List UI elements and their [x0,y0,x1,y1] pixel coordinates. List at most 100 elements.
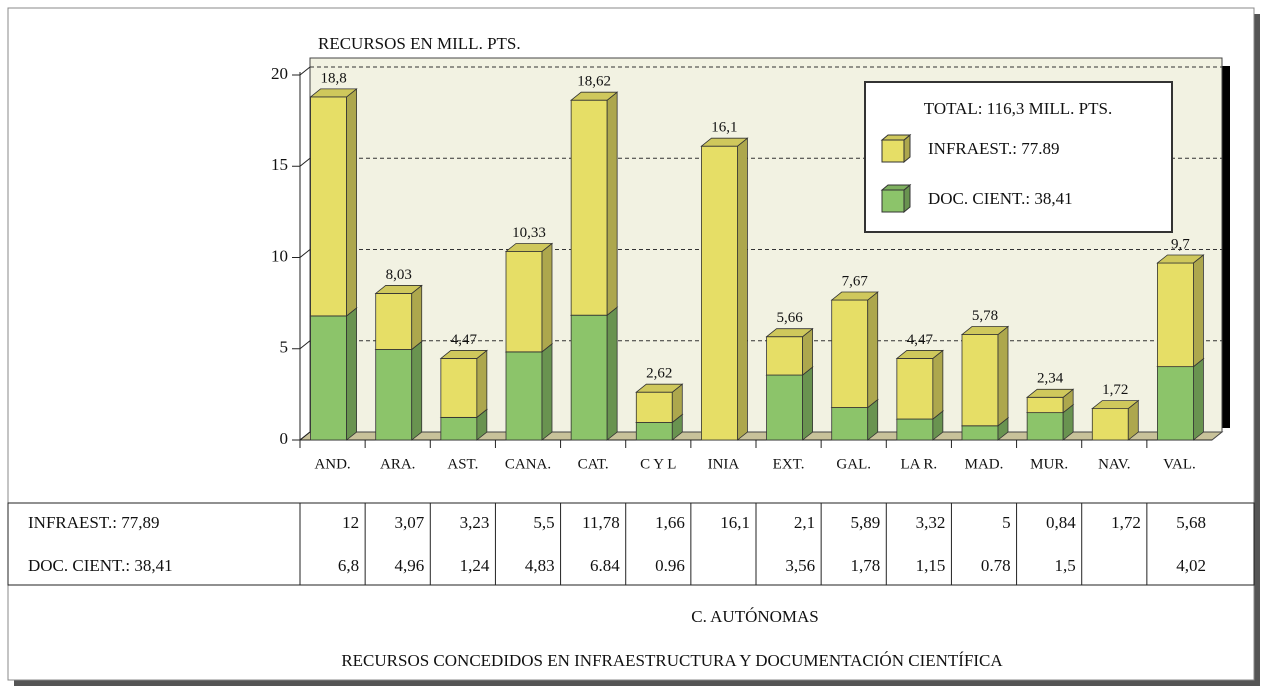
bar-segment [765,366,814,441]
table-cell: 1,66 [655,513,685,532]
y-tick-depth [299,431,311,441]
plot-floor [298,431,1224,441]
bar-segment [1156,357,1205,441]
x-axis-label: C. AUTÓNOMAS [691,607,819,626]
x-tick-label: EXT. [773,456,805,472]
bar-top [960,326,1010,335]
bar-front [1157,366,1194,441]
table-cell: 5,68 [1176,513,1206,532]
table-cell: 1,24 [460,556,490,575]
bar-segment [830,291,879,409]
y-tick-label: 5 [280,338,289,357]
x-tick-label: LA R. [901,456,938,472]
legend-swatch [880,133,912,164]
y-tick-label: 15 [271,155,288,174]
bar-segment [439,349,488,419]
total-label: 18,62 [577,74,611,90]
y-tick-depth [299,340,311,350]
table-cell: 2,1 [794,513,815,532]
bar-side [606,91,618,317]
bar-front [961,425,999,441]
bar-top [635,383,684,393]
x-tick-label: C Y L [640,456,676,472]
bar-front [375,293,413,350]
bar-front [1091,408,1129,441]
y-tick-depth [299,66,311,76]
bar-side [541,343,553,441]
bar-top [1026,388,1075,398]
bar-segment [700,137,749,441]
total-label: 10,33 [512,225,546,241]
x-tick-label: CAT. [578,456,609,472]
bar-side [346,307,357,441]
bar-front [1157,262,1194,368]
bar-side [346,88,357,317]
bar-top [504,243,554,252]
table-cell: 5 [1002,513,1011,532]
bar-front [831,407,869,441]
total-label: 2,34 [1037,371,1064,387]
bar-segment [1026,388,1075,414]
bar-front [505,351,543,441]
x-tick-label: MAD. [965,456,1004,472]
bar-front [896,418,934,441]
bar-top [895,350,944,359]
bar-front [635,422,673,441]
table-border [7,502,1255,586]
bar-side [932,349,944,420]
table-cell: 5,89 [851,513,881,532]
table-cell: 4,96 [395,556,425,575]
legend-label: DOC. CIENT.: 38,41 [928,189,1073,208]
bar-segment [1156,254,1205,368]
table-cell: 1,78 [851,556,881,575]
bar-side [737,137,748,441]
table-cell: 11,78 [582,513,620,532]
bar-side [541,242,553,353]
bar-segment [570,306,619,441]
bar-top [700,137,749,147]
bar-top [830,291,879,301]
table-cell: 3,07 [395,513,425,532]
total-label: 5,66 [776,310,803,326]
bar-front [701,145,738,441]
bar-front [635,391,673,423]
y-tick-depth [299,249,311,258]
table-cell: 4,83 [525,556,555,575]
legend-swatch [880,183,912,214]
bar-segment [374,284,423,351]
table-cell: 0,84 [1046,513,1076,532]
x-tick-label: MUR. [1030,456,1068,472]
y-tick-label: 0 [280,429,289,448]
total-label: 4,47 [451,332,478,348]
bar-segment [960,325,1010,427]
bar-side [476,349,488,419]
x-tick-label: ARA. [380,456,415,472]
bar-front [310,96,347,317]
y-tick-depth [299,157,311,167]
bar-segment [504,242,554,353]
bar-front [505,251,543,353]
table-cell: 3,56 [785,556,815,575]
table-cell: 0.78 [981,556,1011,575]
bar-top [1156,254,1205,264]
x-tick-label: GAL. [836,456,871,472]
bar-segment [374,340,423,441]
bar-top [374,285,423,294]
table-cell: 3,32 [916,513,946,532]
bar-top [570,91,619,101]
bar-top [1091,400,1140,410]
bar-front [961,334,999,427]
bar-top [765,328,814,338]
table-cell: 12 [342,513,359,532]
bar-side [411,284,423,351]
x-tick-label: INIA [708,456,740,472]
table-row-label: INFRAEST.: 77,89 [28,513,159,532]
table-cell: 4,02 [1176,556,1206,575]
x-tick-label: NAV. [1098,456,1130,472]
bar-segment [1091,399,1140,441]
table-cell: 6.84 [590,556,620,575]
y-tick-label: 10 [271,246,288,265]
legend-box [864,81,1173,233]
bar-front [831,299,869,408]
x-tick-label: AST. [447,456,478,472]
